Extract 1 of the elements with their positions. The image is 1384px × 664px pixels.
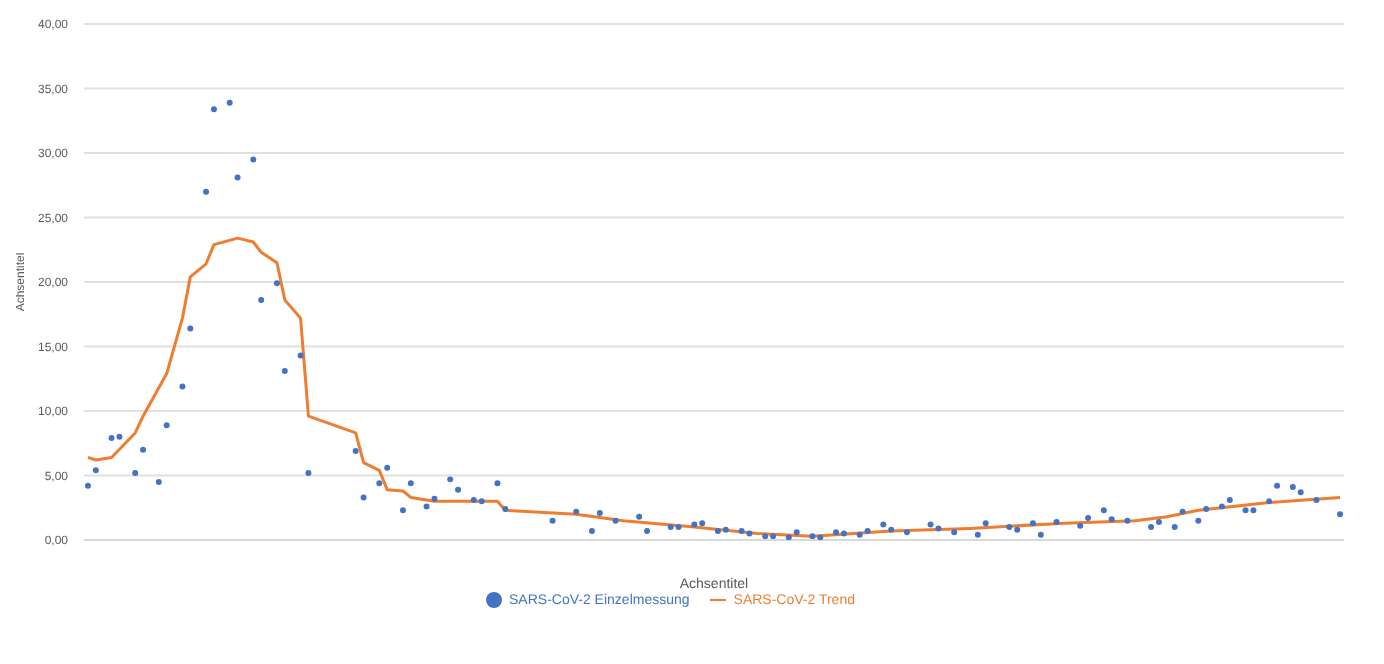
line-series <box>86 236 1342 538</box>
